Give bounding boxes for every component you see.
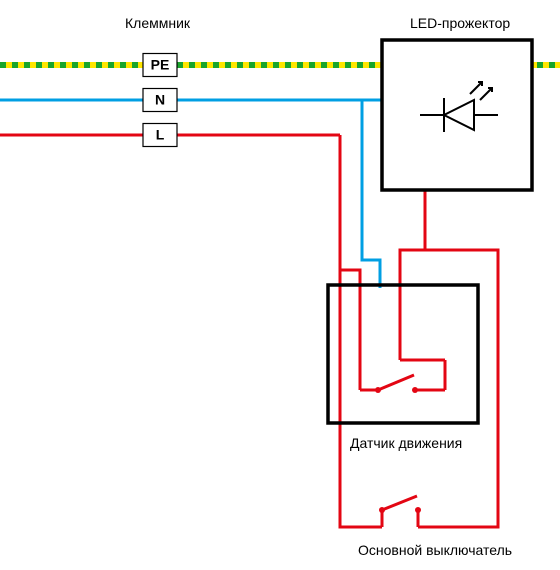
motion-sensor: [328, 285, 478, 423]
main-switch-label: Основной выключатель: [358, 542, 512, 558]
terminal-block: PE N L: [143, 54, 177, 147]
led-floodlight-label: LED-прожектор: [410, 15, 510, 31]
terminal-block-label: Клеммник: [125, 15, 191, 31]
terminal-l-label: L: [156, 127, 165, 143]
terminal-n-label: N: [155, 92, 165, 108]
live-wire: [0, 135, 498, 527]
terminal-pe-label: PE: [151, 57, 170, 73]
motion-sensor-label: Датчик движения: [350, 435, 462, 451]
neutral-wire: [0, 100, 382, 288]
main-switch: [382, 496, 418, 527]
led-floodlight: [382, 40, 532, 190]
